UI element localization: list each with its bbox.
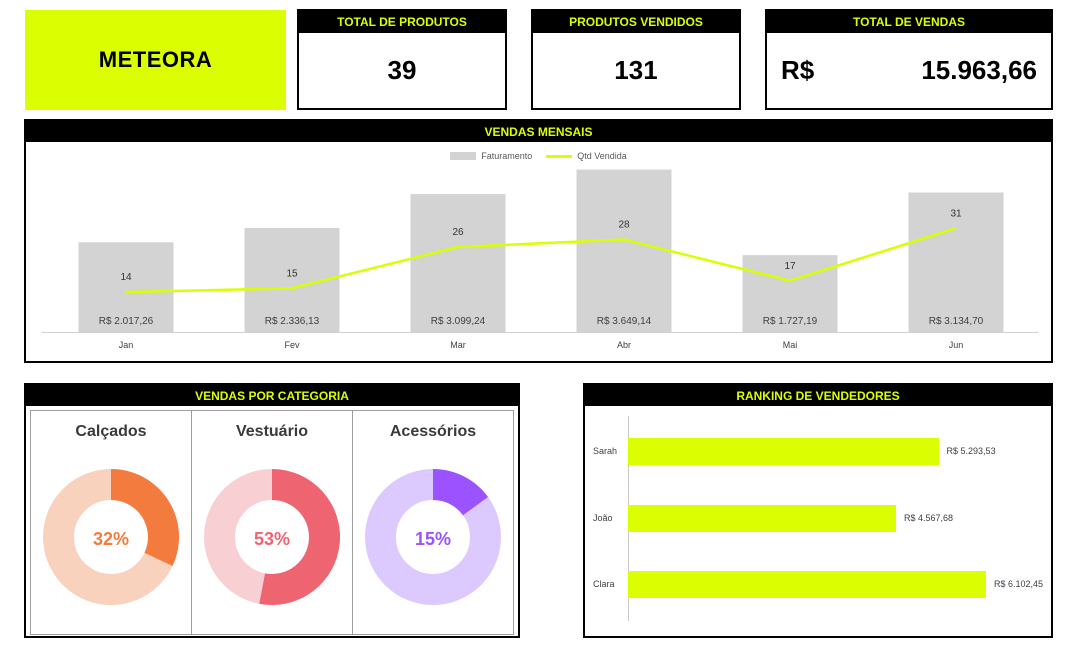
donut-slice	[259, 469, 340, 605]
bar-data-label: R$ 2.017,26	[99, 316, 154, 327]
line-qtd-vendida	[125, 227, 957, 294]
category-card-vestuario: Vestuário 53%	[191, 410, 353, 635]
legend-item-qtd: Qtd Vendida	[546, 151, 627, 161]
donut-chart	[43, 469, 179, 605]
donut-slice	[433, 469, 489, 516]
category-percent: 15%	[414, 529, 452, 549]
bar-data-label: R$ 3.649,14	[597, 316, 652, 327]
ranking-bar	[628, 571, 986, 598]
category-panel: VENDAS POR CATEGORIA Calçados 32% Vestuá…	[24, 383, 520, 638]
x-tick-label: Jun	[949, 340, 964, 350]
bar-faturamento-jun	[908, 192, 1004, 332]
ranking-bar	[628, 505, 896, 532]
category-percent: 53%	[253, 529, 291, 549]
ranking-panel: RANKING DE VENDEDORES Sarah R$ 5.293,53 Jo…	[583, 383, 1053, 638]
line-data-label: 28	[618, 220, 630, 231]
ranking-value-label: R$ 5.293,53	[946, 446, 996, 456]
category-area: Calçados 32% Vestuário 53% Acessórios 15…	[26, 406, 518, 636]
kpi-value-row: R$ 15.963,66	[767, 33, 1051, 107]
category-name: Vestuário	[235, 423, 309, 440]
bar-data-label: R$ 3.099,24	[431, 316, 486, 327]
legend-label: Qtd Vendida	[577, 151, 627, 161]
brand-name: METEORA	[98, 47, 213, 72]
monthly-chart-area: Faturamento Qtd Vendida R$ 2.017,26 Jan R$…	[26, 142, 1051, 361]
panel-title: VENDAS POR CATEGORIA	[26, 385, 518, 406]
kpi-label: TOTAL DE VENDAS	[767, 11, 1051, 33]
bar-data-label: R$ 3.134,70	[929, 316, 984, 327]
legend-item-faturamento: Faturamento	[450, 151, 532, 161]
kpi-value: 131	[614, 54, 658, 85]
ranking-seller-name: Sarah	[593, 446, 618, 456]
donut-chart	[204, 469, 340, 605]
monthly-sales-panel: VENDAS MENSAIS Faturamento Qtd Vendida R…	[24, 119, 1053, 363]
bar-data-label: R$ 2.336,13	[265, 316, 320, 327]
ranking-bar	[628, 438, 939, 465]
ranking-value-label: R$ 4.567,68	[903, 513, 953, 523]
category-card-calcados: Calçados 32%	[30, 410, 192, 635]
kpi-produtos-vendidos: PRODUTOS VENDIDOS 131	[531, 9, 741, 110]
x-tick-label: Fev	[284, 340, 300, 350]
line-data-label: 17	[784, 261, 796, 272]
kpi-value: 15.963,66	[921, 54, 1037, 85]
bar-faturamento-mar	[410, 194, 506, 332]
x-tick-label: Mai	[783, 340, 798, 350]
x-tick-label: Mar	[450, 340, 466, 350]
ranking-seller-name: João	[593, 513, 613, 523]
line-data-label: 14	[120, 272, 132, 283]
kpi-label: PRODUTOS VENDIDOS	[533, 11, 739, 33]
bar-data-label: R$ 1.727,19	[763, 316, 818, 327]
donut-chart	[365, 469, 501, 605]
ranking-seller-name: Clara	[593, 579, 615, 589]
x-tick-label: Jan	[119, 340, 134, 350]
ranking-chart: Sarah R$ 5.293,53 João R$ 4.567,68 Clara R$ 6…	[585, 406, 1051, 636]
kpi-label: TOTAL DE PRODUTOS	[299, 11, 505, 33]
line-data-label: 26	[452, 227, 464, 238]
panel-title: RANKING DE VENDEDORES	[585, 385, 1051, 406]
ranking-value-label: R$ 6.102,45	[994, 579, 1044, 589]
line-data-label: 31	[950, 208, 962, 219]
kpi-currency: R$	[781, 54, 815, 85]
kpi-total-produtos: TOTAL DE PRODUTOS 39	[297, 9, 507, 110]
brand-logo: METEORA	[25, 10, 286, 110]
x-tick-label: Abr	[617, 340, 631, 350]
category-percent: 32%	[92, 529, 130, 549]
donut-slice	[111, 469, 179, 566]
category-name: Calçados	[75, 423, 147, 440]
bar-faturamento-mai	[742, 255, 838, 332]
category-card-acessorios: Acessórios 15%	[352, 410, 514, 635]
line-data-label: 15	[286, 268, 298, 279]
bar-faturamento-jan	[78, 242, 174, 332]
chart-legend: Faturamento Qtd Vendida	[26, 151, 1051, 161]
legend-swatch-line	[546, 154, 573, 158]
kpi-value: 39	[387, 54, 417, 85]
kpi-total-vendas: TOTAL DE VENDAS R$ 15.963,66	[765, 9, 1053, 110]
panel-title: VENDAS MENSAIS	[26, 121, 1051, 142]
legend-swatch-bar	[450, 152, 477, 160]
category-name: Acessórios	[389, 423, 477, 440]
legend-label: Faturamento	[481, 151, 533, 161]
bar-faturamento-abr	[576, 169, 672, 332]
monthly-chart: R$ 2.017,26 Jan R$ 2.336,13 Fev R$ 3.099,24 M…	[42, 169, 1038, 350]
